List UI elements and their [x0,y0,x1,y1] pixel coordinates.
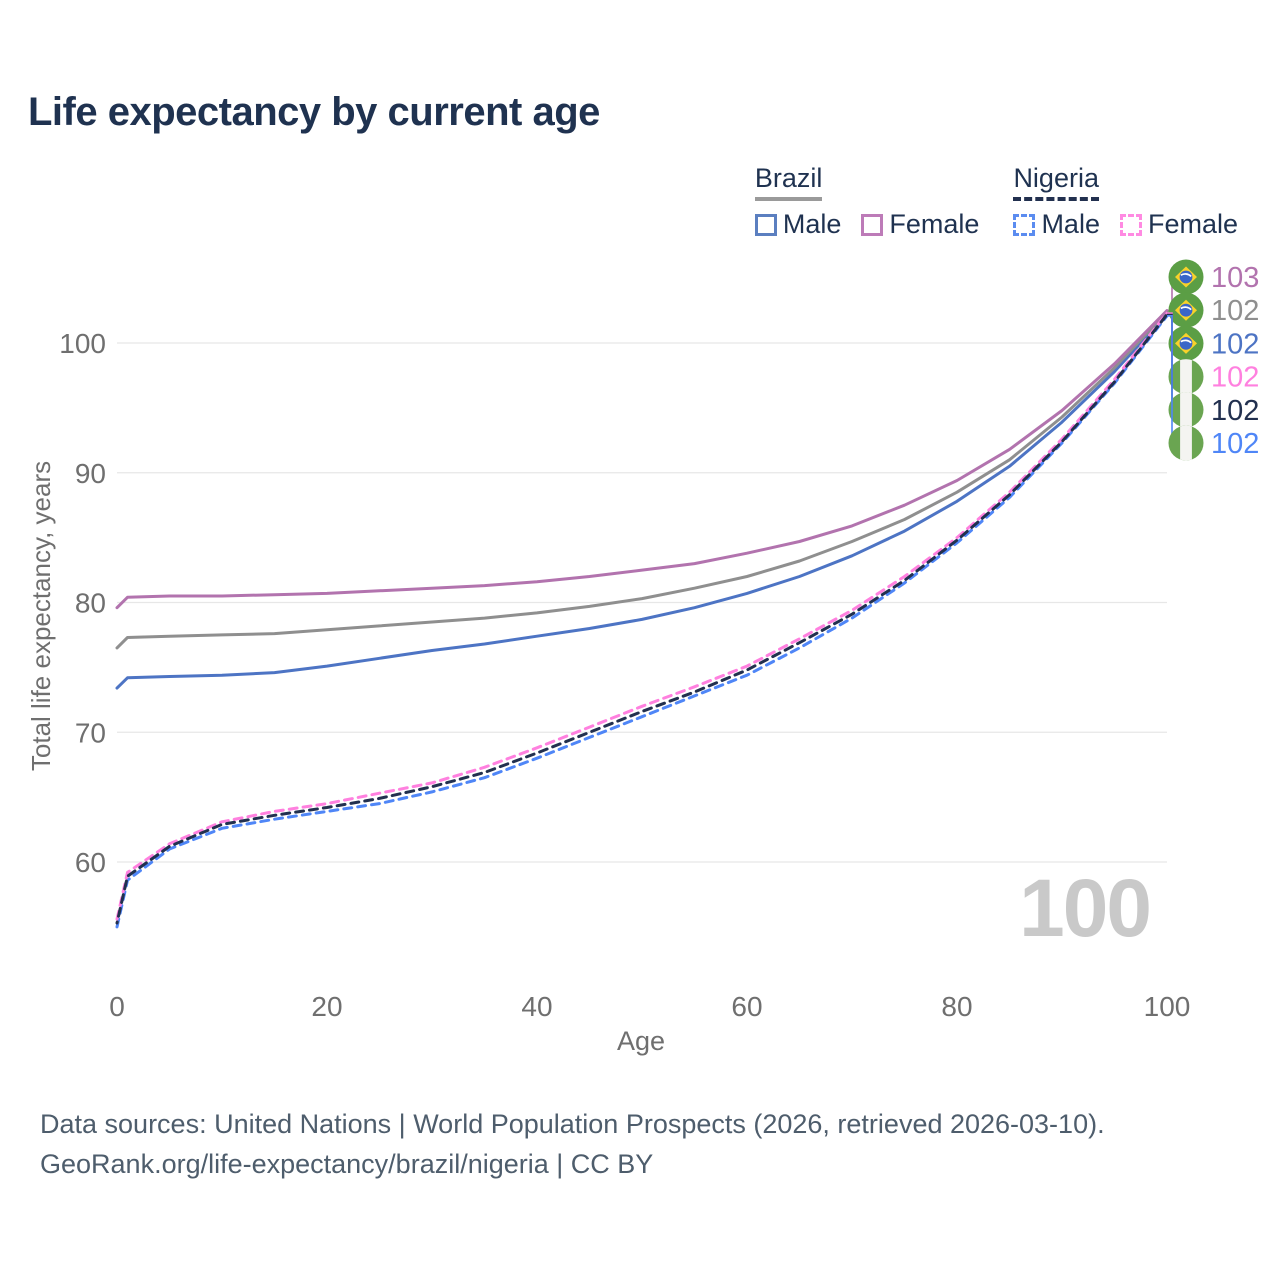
end-value-label-nigeria-male: 102 [1211,428,1259,460]
y-tick-label-60: 60 [75,847,106,878]
x-tick-label-40: 40 [521,991,552,1022]
legend-item-nigeria-male[interactable]: Male [1013,209,1100,240]
legend-items-brazil: Male Female [754,209,979,240]
brazil-female-swatch-icon [861,213,884,236]
y-tick-label-90: 90 [75,458,106,489]
legend-label-nigeria-male: Male [1041,209,1100,239]
legend-items-nigeria: Male Female [1013,209,1238,240]
end-value-label-brazil-male: 102 [1211,328,1259,360]
legend-country-brazil[interactable]: Brazil [754,163,823,201]
nigeria-male-swatch-icon [1013,213,1036,236]
nigeria-flag-icon [1168,425,1204,461]
footer-attribution: GeoRank.org/life-expectancy/brazil/niger… [40,1149,654,1179]
legend-item-brazil-female[interactable]: Female [861,209,979,240]
series-line-nigeria-female [115,311,1169,921]
end-value-label-nigeria-both-sexes: 102 [1211,395,1259,427]
end-value-label-brazil-female: 103 [1211,262,1259,294]
series-line-brazil-male [115,313,1169,690]
x-tick-label-100: 100 [1144,991,1191,1022]
end-value-label-brazil-both-sexes: 102 [1211,295,1259,327]
series-line-brazil-female [115,309,1169,610]
legend-label-nigeria-female: Female [1147,209,1238,239]
brazil-flag-icon [1168,259,1204,295]
nigeria-flag-icon [1168,359,1204,395]
y-tick-label-80: 80 [75,588,106,619]
series-line-nigeria-male [115,314,1169,929]
nigeria-female-swatch-icon [1119,213,1142,236]
brazil-flag-icon [1168,325,1204,361]
legend: Brazil Male Female Nigeria Male [754,163,1238,240]
nigeria-flag-icon [1168,392,1204,428]
legend-item-brazil-male[interactable]: Male [754,209,842,240]
brazil-flag-icon [1168,292,1204,328]
legend-group-brazil: Brazil Male Female [754,163,979,240]
footer-data-sources: Data sources: United Nations | World Pop… [40,1109,1105,1139]
x-tick-label-20: 20 [311,991,342,1022]
legend-country-nigeria[interactable]: Nigeria [1013,163,1099,201]
legend-item-nigeria-female[interactable]: Female [1119,209,1238,240]
y-axis-title: Total life expectancy, years [26,461,56,771]
y-tick-label-100: 100 [59,328,106,359]
series-line-nigeria-both-sexes [115,313,1169,925]
x-tick-label-0: 0 [109,991,125,1022]
footer: Data sources: United Nations | World Pop… [40,1104,1105,1184]
x-axis-title: Age [617,1026,665,1056]
legend-label-brazil-female: Female [889,209,980,239]
legend-label-brazil-male: Male [782,209,842,239]
page-title: Life expectancy by current age [28,90,600,134]
end-value-label-nigeria-female: 102 [1211,362,1259,394]
legend-group-nigeria: Nigeria Male Female [1013,163,1238,240]
x-tick-label-60: 60 [731,991,762,1022]
series-line-brazil-both-sexes [115,310,1169,650]
brazil-male-swatch-icon [754,213,777,236]
y-tick-label-70: 70 [75,717,106,748]
x-tick-label-80: 80 [941,991,972,1022]
current-age-indicator: 100 [1019,863,1152,954]
